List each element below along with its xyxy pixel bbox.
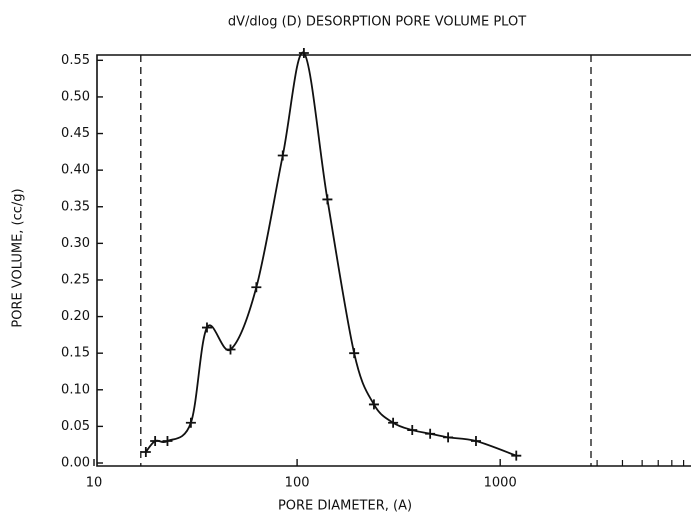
y-tick-label: 0.40 [61,163,90,178]
curve [145,51,517,457]
point-marker [368,399,379,410]
y-tick-label: 0.30 [61,236,90,251]
x-tick-label: 1000 [484,476,517,491]
point-marker [251,282,262,293]
point-marker [470,436,481,447]
point-marker [322,194,333,205]
y-axis-label: PORE VOLUME, (cc/g) [11,188,26,327]
point-marker [298,48,309,58]
point-marker [407,425,418,436]
point-marker [185,417,196,428]
point-marker [511,450,522,461]
y-tick-label: 0.55 [61,53,90,68]
point-marker [162,436,173,447]
y-tick-label: 0.25 [61,272,90,287]
chart-title: dV/dlog (D) DESORPTION PORE VOLUME PLOT [228,15,526,30]
point-marker [225,344,236,355]
point-marker [201,322,212,333]
point-marker [443,432,454,443]
point-marker [140,447,151,458]
point-marker [150,436,161,447]
point-marker [425,428,436,439]
y-tick-label: 0.05 [61,419,90,434]
y-tick-label: 0.50 [61,89,90,104]
y-tick-label: 0.45 [61,126,90,141]
y-tick-label: 0.15 [61,346,90,361]
y-tick-label: 0.00 [61,456,90,471]
y-tick-label: 0.10 [61,382,90,397]
x-tick-label: 10 [86,476,103,491]
x-axis-label: PORE DIAMETER, (A) [278,499,412,514]
y-tick-label: 0.20 [61,309,90,324]
x-tick-label: 100 [285,476,310,491]
plot-frame [96,54,691,467]
point-marker [388,417,399,428]
y-tick-label: 0.35 [61,199,90,214]
point-marker [277,150,288,161]
point-marker [349,348,360,359]
